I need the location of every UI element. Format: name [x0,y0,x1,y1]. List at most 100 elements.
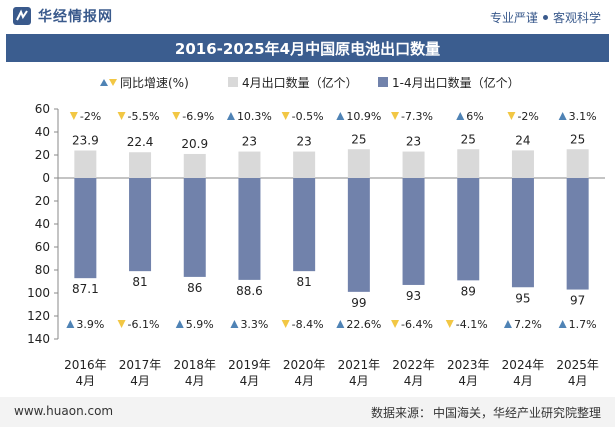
legend-single-month-label: 4月出口数量（亿个） [242,75,358,90]
growth-up-icon [66,320,75,328]
y-tick-label: 20 [35,148,50,162]
y-tick-label: 120 [27,309,50,323]
label-single-month-value: 23 [242,135,257,149]
label-cumulative-growth: -8.4% [292,318,324,331]
bar-cumulative [74,178,97,279]
source-label: 数据来源： [370,406,431,420]
source-note: 数据来源： 中国海关，华经产业研究院整理 [371,404,601,421]
growth-down-icon [391,320,400,328]
bar-single-month [457,149,480,178]
growth-down-icon [281,112,290,120]
x-category-label: 2017年 [119,358,162,372]
growth-down-icon [117,112,126,120]
label-single-month-value: 23.9 [72,134,99,148]
bar-cumulative [347,178,370,292]
label-cumulative-growth: -4.1% [456,318,488,331]
legend-cumulative-label: 1-4月出口数量（亿个） [392,75,520,90]
growth-down-icon [391,112,400,120]
brand[interactable]: 华经情报网 [12,6,113,26]
tagline-right: 客观科学 [552,11,601,25]
label-single-month-growth: 6% [466,110,483,123]
growth-up-icon [558,320,567,328]
x-category-label: 4月 [130,374,150,388]
x-category-label: 4月 [240,374,260,388]
label-single-month-growth: -0.5% [292,110,324,123]
label-cumulative-growth: 3.3% [240,318,268,331]
y-tick-label: 0 [42,171,50,185]
label-cumulative-value: 81 [132,275,147,289]
growth-down-icon [281,320,290,328]
y-tick-label: 140 [27,332,50,346]
brand-name: 华经情报网 [38,9,113,25]
x-category-label: 4月 [185,374,205,388]
label-single-month-growth: -2% [80,110,101,123]
bar-single-month [238,151,261,178]
bar-cumulative [183,178,206,277]
bar-single-month [183,153,206,178]
growth-down-icon [172,112,181,120]
bar-single-month [293,151,316,178]
legend-up-marker-icon [100,79,108,86]
x-category-label: 2022年 [392,358,435,372]
tagline: 专业严谨 客观科学 [490,9,601,26]
label-single-month-value: 25 [570,132,585,146]
label-single-month-growth: 10.9% [346,110,381,123]
growth-up-icon [456,112,465,120]
chart-title: 2016-2025年4月中国原电池出口数量 [6,34,609,62]
bar-cumulative [511,178,534,288]
legend-growth-label: 同比增速(%) [120,76,189,90]
label-single-month-growth: -6.9% [182,110,214,123]
x-category-label: 2025年 [556,358,599,372]
label-cumulative-growth: 7.2% [514,318,542,331]
label-cumulative-value: 88.6 [236,284,263,298]
label-single-month-value: 23 [406,135,421,149]
label-cumulative-value: 86 [187,281,202,295]
footer: www.huaon.com 数据来源： 中国海关，华经产业研究院整理 [0,397,615,427]
brand-logo-icon [13,7,31,25]
label-single-month-value: 25 [461,132,476,146]
source-text: 中国海关，华经产业研究院整理 [432,406,601,420]
y-tick-label: 40 [35,125,50,139]
label-cumulative-growth: 5.9% [186,318,214,331]
label-cumulative-value: 97 [570,294,585,308]
y-tick-label: 80 [35,263,50,277]
growth-up-icon [175,320,184,328]
x-category-label: 4月 [568,374,588,388]
y-tick-label: 60 [35,240,50,254]
label-single-month-growth: -2% [517,110,538,123]
x-category-label: 4月 [349,374,369,388]
bar-single-month [511,150,534,178]
label-single-month-growth: -7.3% [401,110,433,123]
bars [74,149,589,292]
label-cumulative-growth: 1.7% [569,318,597,331]
x-category-label: 2018年 [173,358,216,372]
data-labels: 23.9 87.1 -2% 3.9% 22.4 81 -5.5% -6.1% 20.9 86 -6.… [66,110,597,331]
x-category-label: 4月 [458,374,478,388]
x-category-label: 2021年 [338,358,381,372]
label-cumulative-value: 95 [515,291,530,305]
bar-single-month [74,150,97,178]
legend-single-month-swatch [228,77,238,87]
label-cumulative-value: 87.1 [72,282,99,296]
bar-cumulative [238,178,261,280]
label-single-month-growth: -5.5% [128,110,160,123]
bar-cumulative [293,178,316,272]
label-single-month-value: 23 [297,135,312,149]
website-link[interactable]: www.huaon.com [14,404,114,418]
y-axis: 60 40 20 0 20 40 60 80 100 120 140 [27,102,605,346]
label-cumulative-value: 93 [406,289,421,303]
bar-cumulative [566,178,589,290]
label-cumulative-value: 81 [297,275,312,289]
label-single-month-value: 20.9 [181,137,208,151]
label-cumulative-growth: -6.1% [128,318,160,331]
tagline-left: 专业严谨 [489,11,538,25]
growth-down-icon [445,320,454,328]
x-category-label: 2020年 [283,358,326,372]
growth-down-icon [69,112,78,120]
growth-up-icon [503,320,512,328]
label-single-month-growth: 3.1% [569,110,597,123]
growth-up-icon [230,320,239,328]
label-cumulative-growth: -6.4% [401,318,433,331]
label-single-month-value: 24 [515,133,530,147]
label-cumulative-growth: 22.6% [346,318,381,331]
